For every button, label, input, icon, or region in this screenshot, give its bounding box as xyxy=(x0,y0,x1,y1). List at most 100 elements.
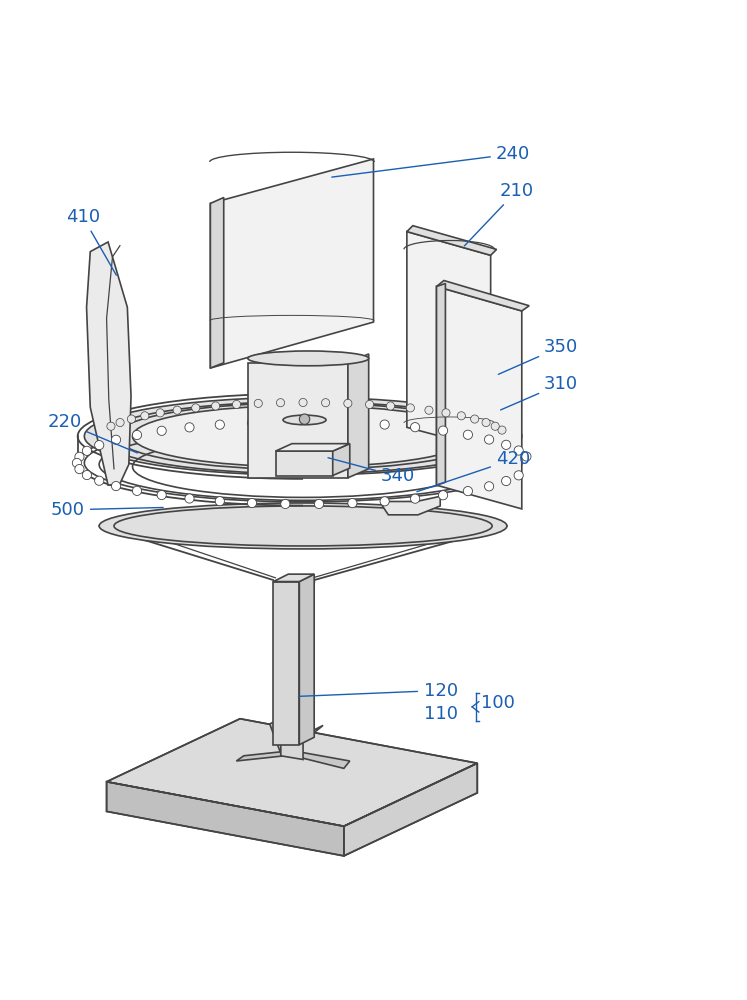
Circle shape xyxy=(411,494,420,503)
Circle shape xyxy=(116,418,124,427)
Circle shape xyxy=(321,399,329,407)
Circle shape xyxy=(111,435,120,444)
Polygon shape xyxy=(273,574,314,582)
Polygon shape xyxy=(407,226,497,255)
Polygon shape xyxy=(436,286,522,509)
Text: 310: 310 xyxy=(500,375,578,410)
Circle shape xyxy=(211,402,220,410)
Circle shape xyxy=(386,402,394,410)
Ellipse shape xyxy=(99,503,507,549)
Polygon shape xyxy=(436,281,529,311)
Circle shape xyxy=(111,481,120,491)
Polygon shape xyxy=(285,751,350,768)
Circle shape xyxy=(406,404,415,412)
Circle shape xyxy=(380,497,389,506)
Circle shape xyxy=(442,409,450,417)
Circle shape xyxy=(82,446,92,455)
Ellipse shape xyxy=(248,351,369,366)
Circle shape xyxy=(254,399,262,407)
Polygon shape xyxy=(211,197,224,368)
Circle shape xyxy=(75,464,84,474)
Circle shape xyxy=(501,440,511,449)
Circle shape xyxy=(514,471,524,480)
Circle shape xyxy=(173,406,182,414)
Ellipse shape xyxy=(283,415,326,425)
Circle shape xyxy=(314,417,323,426)
Circle shape xyxy=(438,491,447,500)
Ellipse shape xyxy=(84,397,522,475)
Circle shape xyxy=(514,446,524,455)
Circle shape xyxy=(463,430,473,439)
Polygon shape xyxy=(332,444,350,476)
Circle shape xyxy=(95,441,104,450)
Circle shape xyxy=(132,430,142,440)
Text: 110: 110 xyxy=(424,705,458,723)
Ellipse shape xyxy=(132,405,474,467)
Circle shape xyxy=(185,494,194,503)
Text: 410: 410 xyxy=(66,208,117,275)
Circle shape xyxy=(365,400,374,409)
Circle shape xyxy=(72,458,81,468)
Circle shape xyxy=(348,498,357,508)
Circle shape xyxy=(215,420,224,429)
Circle shape xyxy=(247,498,257,508)
Circle shape xyxy=(75,452,84,461)
Circle shape xyxy=(380,420,389,429)
Circle shape xyxy=(491,422,499,430)
Polygon shape xyxy=(211,159,374,368)
Circle shape xyxy=(457,412,465,420)
Circle shape xyxy=(498,426,506,434)
Text: 500: 500 xyxy=(51,501,163,519)
Circle shape xyxy=(299,398,307,407)
Circle shape xyxy=(281,499,290,509)
Polygon shape xyxy=(281,739,303,760)
Circle shape xyxy=(438,426,447,435)
Circle shape xyxy=(156,409,164,417)
Polygon shape xyxy=(236,751,292,761)
Text: 340: 340 xyxy=(328,458,415,485)
Circle shape xyxy=(522,452,531,461)
Text: 120: 120 xyxy=(424,682,458,700)
Text: 240: 240 xyxy=(332,145,530,177)
Text: 220: 220 xyxy=(47,413,137,453)
Circle shape xyxy=(276,399,285,407)
Circle shape xyxy=(485,435,494,444)
Circle shape xyxy=(185,423,194,432)
Circle shape xyxy=(232,400,241,409)
Circle shape xyxy=(192,404,200,412)
Circle shape xyxy=(157,490,167,500)
Polygon shape xyxy=(348,354,369,478)
Circle shape xyxy=(471,415,479,423)
Circle shape xyxy=(300,414,310,424)
Text: 350: 350 xyxy=(498,338,578,374)
Polygon shape xyxy=(436,283,445,485)
Circle shape xyxy=(348,418,357,427)
Polygon shape xyxy=(300,574,314,745)
Polygon shape xyxy=(276,444,350,451)
Text: 420: 420 xyxy=(417,450,530,492)
Polygon shape xyxy=(283,725,323,754)
Text: 210: 210 xyxy=(465,182,533,246)
Circle shape xyxy=(215,497,224,506)
Text: 100: 100 xyxy=(481,694,515,712)
Circle shape xyxy=(247,418,257,427)
Circle shape xyxy=(82,470,92,480)
Polygon shape xyxy=(276,451,332,476)
Polygon shape xyxy=(270,719,292,754)
Circle shape xyxy=(463,487,473,496)
Circle shape xyxy=(344,399,352,407)
Polygon shape xyxy=(273,582,300,745)
Circle shape xyxy=(485,482,494,491)
Polygon shape xyxy=(248,363,348,478)
Circle shape xyxy=(501,476,511,486)
Circle shape xyxy=(127,415,135,423)
Circle shape xyxy=(411,423,420,432)
Polygon shape xyxy=(344,763,477,856)
Circle shape xyxy=(95,476,104,485)
Circle shape xyxy=(157,426,167,435)
Polygon shape xyxy=(107,782,344,856)
Circle shape xyxy=(482,418,490,427)
Polygon shape xyxy=(382,496,440,515)
Circle shape xyxy=(132,486,142,495)
Polygon shape xyxy=(107,719,477,826)
